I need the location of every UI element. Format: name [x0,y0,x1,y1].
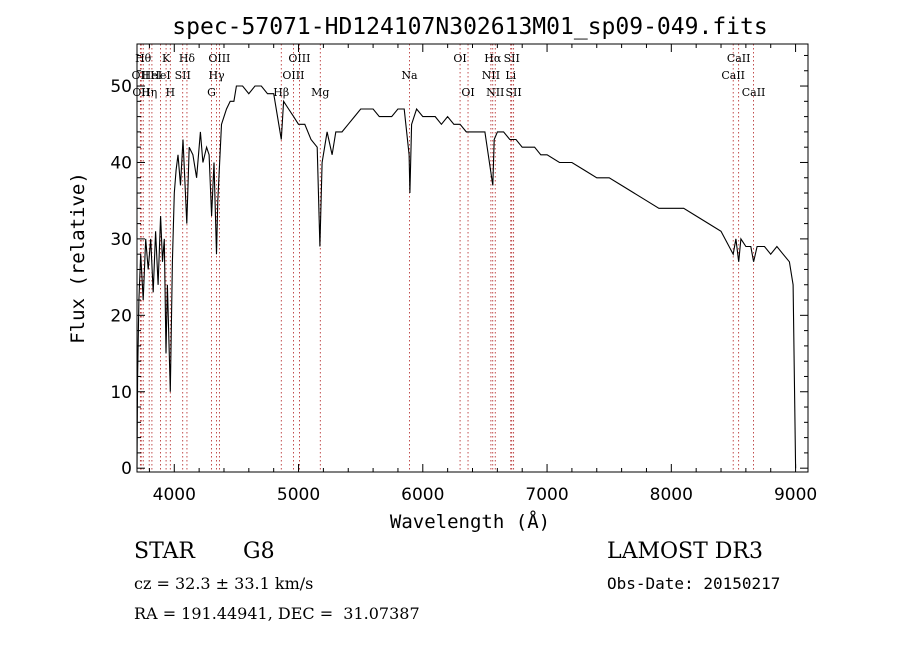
y-tick-label: 30 [110,230,132,250]
line-label: NII [482,69,500,82]
y-tick-label: 20 [110,306,132,326]
y-tick-label: 10 [110,383,132,403]
y-tick-label: 50 [110,77,132,97]
line-label: Hα [484,52,502,65]
line-label: Na [401,69,418,82]
line-label: CaII [742,86,766,99]
chart-title: spec-57071-HD124107N302613M01_sp09-049.f… [172,14,767,40]
line-label: Hδ [179,52,196,65]
line-label: OIII [282,69,304,82]
coordinates: RA = 191.44941, DEC = 31.07387 [134,604,420,623]
line-markers [139,44,754,472]
observation-date: Obs-Date: 20150217 [607,574,781,593]
line-label: OI [461,86,474,99]
x-tick-label: 6000 [401,485,444,505]
redshift-velocity: cz = 32.3 ± 33.1 km/s [134,574,314,593]
line-label: Hγ [208,69,225,82]
line-label: NII [486,86,504,99]
x-tick-label: 5000 [277,485,320,505]
x-tick-label: 8000 [650,485,693,505]
line-label: HeI [142,69,162,82]
line-label: CaII [727,52,751,65]
y-axis-label: Flux (relative) [67,172,89,344]
line-label: SII [506,86,522,99]
object-class: STAR [134,539,195,564]
line-label: Hβ [273,86,289,99]
line-label: Hθ [135,52,152,65]
line-label: Li [505,69,516,82]
line-label: Hη [141,86,157,99]
x-tick-label: 7000 [525,485,568,505]
line-label: OI [453,52,466,65]
line-label: SII [175,69,191,82]
line-label: OIII [208,52,230,65]
line-label: OII [131,69,149,82]
line-label: Mg [311,86,329,99]
x-tick-label: 9000 [774,485,817,505]
survey-name: LAMOST DR3 [607,539,763,564]
line-label: H [166,86,176,99]
line-label: CaII [721,69,745,82]
line-label: SII [504,52,520,65]
y-axis: 0 10 20 30 40 50 [110,54,808,479]
line-label: K [162,52,171,65]
x-axis-label: Wavelength (Å) [390,510,550,533]
x-axis: 4000 5000 6000 7000 8000 9000 [148,44,817,505]
y-tick-label: 40 [110,153,132,173]
spectrum-series [136,85,797,469]
line-label: HeI [150,69,170,82]
subclass: G8 [243,539,275,564]
line-label: OIII [288,52,310,65]
line-labels: HθOIIOIIHηHeIKHeIHSIIHδGHγOIIIHβOIIIOIII… [131,52,765,99]
y-tick-label: 0 [121,459,132,479]
x-tick-label: 4000 [153,485,196,505]
plot-frame [136,43,809,473]
line-label: G [207,86,216,99]
